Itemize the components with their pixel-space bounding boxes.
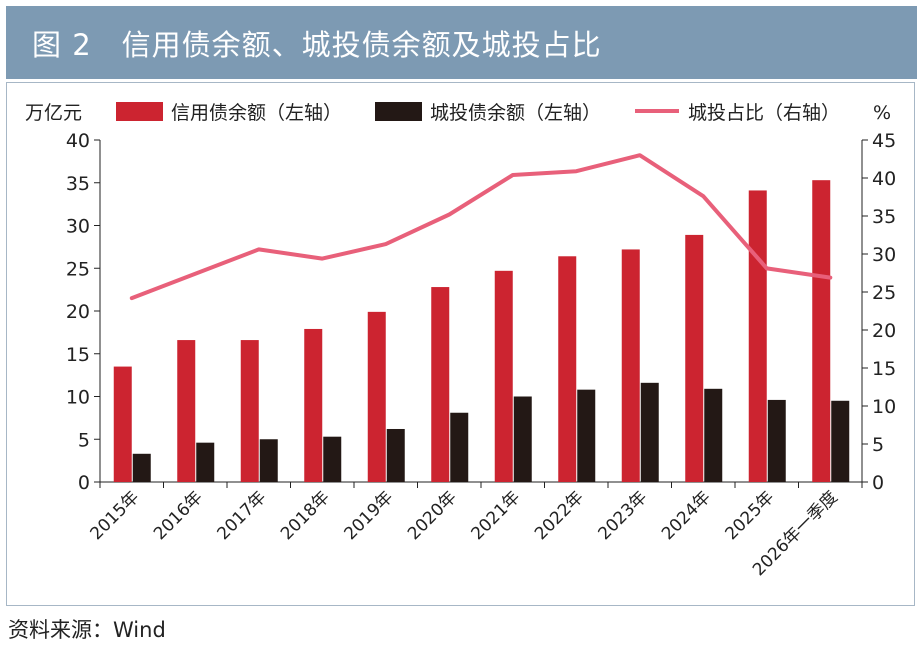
- left-tick-label: 30: [66, 216, 90, 238]
- title-bar: 图 2 信用债余额、城投债余额及城投占比: [6, 6, 917, 79]
- x-tick-label: 2020年: [404, 487, 461, 544]
- x-tick-label: 2017年: [214, 487, 271, 544]
- chengtou-bond-bar: [323, 436, 342, 482]
- credit-bond-bar: [494, 270, 513, 482]
- credit-bond-bar: [367, 311, 386, 482]
- credit-bond-bar: [812, 180, 831, 482]
- x-tick-label: 2016年: [150, 487, 207, 544]
- chengtou-bond-bar: [831, 400, 850, 482]
- legend-chengtou-swatch: [375, 102, 422, 121]
- credit-bond-bar: [113, 366, 132, 482]
- chengtou-bond-bar: [513, 396, 532, 482]
- credit-bond-bar: [240, 340, 259, 482]
- right-tick-label: 45: [872, 130, 896, 152]
- legend-credit-swatch: [116, 102, 163, 121]
- left-tick-label: 5: [78, 429, 90, 451]
- credit-bond-bar: [558, 256, 577, 482]
- right-tick-label: 20: [872, 320, 896, 342]
- chengtou-bond-bar: [196, 442, 215, 482]
- right-axis-unit: %: [873, 102, 891, 124]
- x-tick-label: 2023年: [595, 487, 652, 544]
- x-tick-label: 2019年: [341, 487, 398, 544]
- right-tick-label: 35: [872, 206, 896, 228]
- right-tick-label: 0: [872, 472, 884, 494]
- credit-bond-bar: [431, 287, 450, 482]
- left-tick-label: 25: [66, 258, 90, 280]
- credit-bond-bar: [685, 234, 704, 482]
- figure-title: 图 2 信用债余额、城投债余额及城投占比: [32, 27, 602, 62]
- right-tick-label: 5: [872, 434, 884, 456]
- x-tick-label: 2018年: [277, 487, 334, 544]
- right-tick-label: 25: [872, 282, 896, 304]
- credit-bond-bar: [304, 328, 323, 482]
- chengtou-bond-bar: [450, 412, 469, 482]
- right-tick-label: 40: [872, 168, 896, 190]
- left-tick-label: 0: [78, 472, 90, 494]
- left-tick-label: 15: [66, 344, 90, 366]
- x-tick-label: 2022年: [531, 487, 588, 544]
- chart-frame: 0 5 10 15 20 25 30 35 40 0 5 10 15 20 25 30 35 40 45 2015年 2…: [6, 82, 915, 606]
- chengtou-bond-bar: [640, 382, 659, 482]
- left-tick-label: 35: [66, 173, 90, 195]
- right-tick-label: 15: [872, 358, 896, 380]
- chengtou-bond-bar: [259, 439, 278, 482]
- chengtou-bond-bar: [577, 389, 596, 482]
- credit-bond-bar: [748, 190, 767, 482]
- chengtou-bond-bar: [704, 388, 723, 482]
- x-tick-label: 2024年: [658, 487, 715, 544]
- left-tick-label: 20: [66, 301, 90, 323]
- chengtou-bond-bar: [386, 428, 405, 482]
- chengtou-ratio-line: [129, 153, 833, 301]
- left-tick-label: 10: [66, 387, 90, 409]
- right-tick-label: 30: [872, 244, 896, 266]
- credit-bond-bar: [177, 340, 196, 482]
- legend-credit-label: 信用债余额（左轴）: [171, 102, 342, 124]
- x-tick-label: 2015年: [87, 487, 144, 544]
- x-tick-label: 2021年: [468, 487, 525, 544]
- chengtou-bond-bar: [767, 399, 786, 482]
- left-axis-unit: 万亿元: [25, 102, 82, 124]
- legend-ratio-label: 城投占比（右轴）: [688, 102, 840, 124]
- credit-bond-bar: [621, 249, 640, 482]
- chengtou-bond-bar: [132, 453, 151, 482]
- source-note: 资料来源：Wind: [8, 618, 166, 642]
- legend-chengtou-label: 城投债余额（左轴）: [430, 102, 601, 124]
- left-tick-label: 40: [66, 130, 90, 152]
- x-tick-label: 2025年: [722, 487, 779, 544]
- right-tick-label: 10: [872, 396, 896, 418]
